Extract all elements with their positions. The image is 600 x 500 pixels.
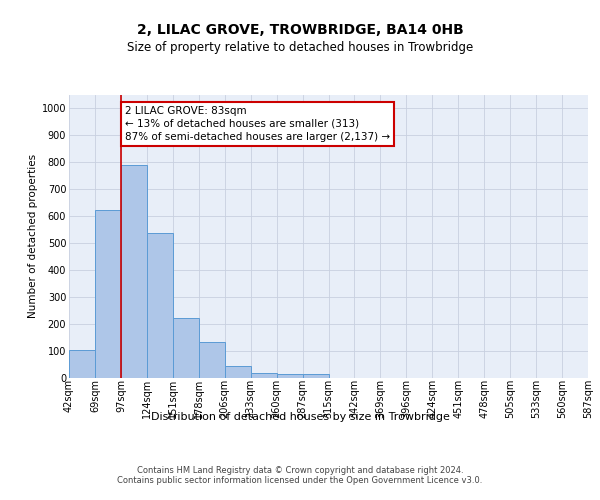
- Text: 2 LILAC GROVE: 83sqm
← 13% of detached houses are smaller (313)
87% of semi-deta: 2 LILAC GROVE: 83sqm ← 13% of detached h…: [125, 106, 390, 142]
- Text: Distribution of detached houses by size in Trowbridge: Distribution of detached houses by size …: [151, 412, 449, 422]
- Bar: [95, 210, 121, 378]
- Bar: [173, 318, 199, 378]
- Bar: [277, 374, 302, 378]
- Bar: [302, 374, 329, 378]
- Bar: [121, 165, 147, 378]
- Text: Size of property relative to detached houses in Trowbridge: Size of property relative to detached ho…: [127, 41, 473, 54]
- Bar: [251, 373, 277, 378]
- Bar: [225, 366, 251, 378]
- Bar: [69, 350, 95, 378]
- Text: 2, LILAC GROVE, TROWBRIDGE, BA14 0HB: 2, LILAC GROVE, TROWBRIDGE, BA14 0HB: [137, 22, 463, 36]
- Y-axis label: Number of detached properties: Number of detached properties: [28, 154, 38, 318]
- Text: Contains HM Land Registry data © Crown copyright and database right 2024.
Contai: Contains HM Land Registry data © Crown c…: [118, 466, 482, 485]
- Bar: [199, 342, 224, 378]
- Bar: [147, 233, 173, 378]
